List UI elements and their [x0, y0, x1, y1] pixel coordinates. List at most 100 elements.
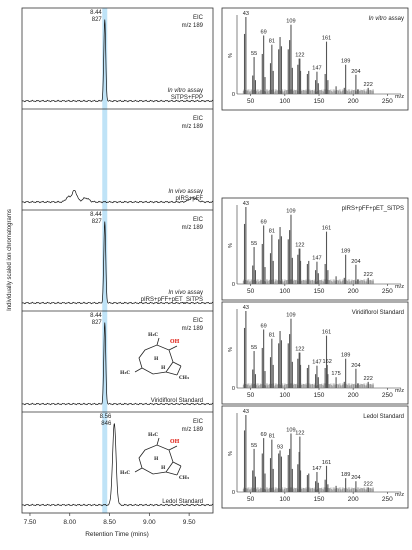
peak-mz-label: 161	[322, 36, 331, 42]
y-axis-label: Individually scaled ion chromatograms	[7, 209, 13, 311]
y-tick-label: 0	[232, 386, 235, 392]
x-axis-label: m/z	[395, 492, 404, 498]
y-axis-label: %	[228, 243, 234, 248]
assay-type: In vivo	[168, 290, 186, 296]
x-tick-label: 50	[247, 496, 255, 503]
x-axis-label: m/z	[395, 388, 404, 394]
spectrum-title-rest: assay	[387, 16, 404, 22]
peak-mz-label: 204	[351, 363, 360, 369]
y-axis-label: %	[228, 451, 234, 456]
peak-mz-label: 161	[322, 226, 331, 232]
retention-highlight-band	[102, 8, 108, 513]
x-tick-label: 8.50	[103, 519, 116, 526]
sample-label: SiTPS+FPP	[171, 95, 203, 101]
peak-mz-label: 109	[286, 209, 295, 215]
mz-label: m/z 189	[182, 427, 204, 433]
spectrum-title-main: Viridiflorol Standard	[352, 310, 404, 316]
svg-text:H₃C: H₃C	[148, 432, 158, 438]
peak-mz-label: 147	[312, 466, 321, 472]
peak-mz-label: 161	[322, 330, 331, 336]
peak-mz-label: 122	[295, 431, 304, 437]
x-tick-label: 200	[348, 496, 359, 503]
assay-word: assay	[186, 189, 203, 195]
mz-label: m/z 189	[182, 124, 204, 130]
assay-type: In vitro	[168, 88, 187, 94]
peak-mz-label: 55	[251, 345, 257, 351]
peak-retention-label: 8.44	[90, 313, 102, 319]
peak-mz-label: 222	[364, 82, 373, 88]
peak-mz-label: 189	[341, 353, 350, 359]
svg-text:H: H	[154, 456, 159, 462]
spectrum-frame	[221, 197, 409, 301]
y-tick-label: 0	[232, 282, 235, 288]
peak-retention-label: 8.44	[90, 212, 102, 218]
svg-text:H: H	[161, 365, 166, 371]
mz-label: m/z 189	[182, 225, 204, 231]
peak-mz-label: 147	[312, 66, 321, 72]
spectrum-title: In vitro assay	[369, 16, 404, 22]
chromatogram-trace	[21, 190, 214, 204]
peak-mz-label: 147	[312, 256, 321, 262]
svg-text:H: H	[161, 465, 166, 471]
peak-mz-label: 175	[331, 371, 340, 377]
x-axis-label: m/z	[395, 94, 404, 100]
assay-label: In vitro assay	[168, 88, 203, 94]
x-tick-label: 100	[279, 392, 290, 399]
sample-label: Ledol Standard	[162, 499, 203, 505]
oh-label: OH	[170, 439, 180, 445]
ion-label: EIC	[193, 318, 204, 324]
x-axis-label: Retention Time (mins)	[85, 531, 149, 538]
x-tick-label: 200	[348, 98, 359, 105]
assay-label: In vivo assay	[168, 290, 203, 296]
x-tick-label: 250	[382, 98, 393, 105]
peak-mz-label: 55	[251, 443, 257, 449]
x-tick-label: 9.50	[183, 519, 196, 526]
spectrum-frame	[221, 405, 409, 509]
x-tick-label: 50	[247, 288, 255, 295]
mz-label: m/z 189	[182, 326, 204, 332]
sample-label: Viridiflorol Standard	[151, 398, 203, 404]
spectrum-title: Ledol Standard	[363, 414, 404, 420]
viridiflorol-structure: H₃C OH H₃C CH₃ H H	[120, 332, 189, 381]
sample-label: pIRS+pFF+pET_SiTPS	[141, 297, 203, 303]
chromatogram-frame	[21, 7, 214, 514]
svg-text:H₃C: H₃C	[120, 470, 130, 476]
peak-mz-label: 147	[312, 360, 321, 366]
chromatogram-trace	[21, 19, 214, 103]
x-tick-label: 150	[314, 392, 325, 399]
peak-mz-label: 189	[341, 249, 350, 255]
peak-mz-label: 222	[364, 272, 373, 278]
peak-retention-label: 8.56	[100, 414, 112, 420]
peak-area-label: 827	[92, 219, 103, 225]
x-tick-label: 250	[382, 392, 393, 399]
peak-mz-label: 69	[261, 29, 267, 35]
x-tick-label: 100	[279, 288, 290, 295]
chromatogram-panel: EIC m/z 189 In vivo assaypIRS+pFF+pET_SiTP…	[21, 212, 214, 305]
oh-label: OH	[170, 339, 180, 345]
peak-mz-label: 189	[341, 472, 350, 478]
assay-word: assay	[186, 290, 203, 296]
x-tick-label: 150	[314, 496, 325, 503]
peak-mz-label: 69	[261, 432, 267, 438]
ion-label: EIC	[193, 116, 204, 122]
x-tick-label: 9.00	[143, 519, 156, 526]
peak-mz-label: 204	[351, 259, 360, 265]
peak-mz-label: 204	[351, 475, 360, 481]
x-tick-label: 50	[247, 392, 255, 399]
svg-text:H₃C: H₃C	[148, 332, 158, 338]
svg-text:H₃C: H₃C	[120, 370, 130, 376]
ion-label: EIC	[193, 217, 204, 223]
ledol-structure: H₃C OH H₃C CH₃ H H	[120, 432, 189, 481]
peak-retention-label: 8.44	[90, 10, 102, 16]
sample-label: pIRS+pFF	[175, 196, 203, 202]
peak-mz-label: 122	[295, 243, 304, 249]
assay-word: assay	[186, 88, 203, 94]
x-tick-label: 200	[348, 392, 359, 399]
peak-mz-label: 162	[323, 359, 332, 365]
